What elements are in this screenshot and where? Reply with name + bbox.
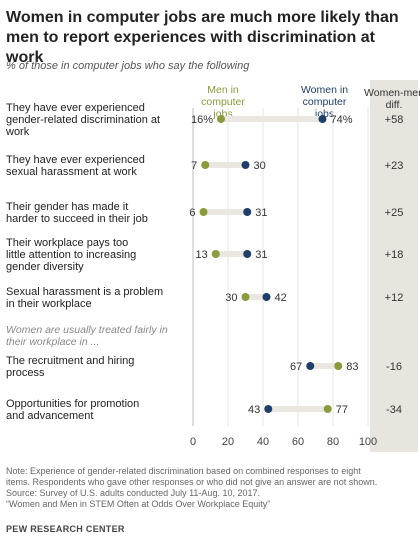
source-line: Source: Survey of U.S. adults conducted … [6, 488, 260, 498]
section-label: Women are usually treated fairly in their… [6, 324, 168, 348]
women-dot [318, 115, 327, 123]
row-label: Their gender has made it harder to succee… [6, 201, 148, 225]
chart-title: Women in computer jobs are much more lik… [6, 9, 399, 66]
x-tick-label: 40 [257, 436, 269, 448]
men-value-label: 77 [336, 404, 348, 416]
diff-value: +25 [385, 207, 404, 219]
men-dot [334, 362, 343, 370]
source-name: PEW RESEARCH CENTER [6, 524, 125, 534]
note-block: Note: Experience of gender-related discr… [6, 466, 418, 510]
legend-women: Women in computer jobs [301, 84, 348, 120]
diff-value: -34 [386, 404, 402, 416]
women-dot [241, 161, 250, 169]
row-label: The recruitment and hiring process [6, 355, 134, 379]
women-value-label: 31 [255, 207, 267, 219]
note-line: Note: Experience of gender-related discr… [6, 466, 361, 476]
women-value-label: 43 [248, 404, 260, 416]
women-dot [243, 250, 252, 258]
report-title-line: “Women and Men in STEM Often at Odds Ove… [6, 499, 271, 509]
men-dot [217, 115, 225, 123]
diff-value: +58 [385, 114, 404, 126]
women-dot [262, 293, 271, 301]
row-label: Their workplace pays too little attention… [6, 237, 136, 273]
row-label: Opportunities for promotion and advanceme… [6, 398, 139, 422]
legend-men: Men in computer jobs [201, 84, 245, 120]
men-dot [201, 161, 210, 169]
women-value-label: 42 [275, 292, 287, 304]
women-value-label: 74% [331, 114, 353, 126]
x-tick-label: 0 [190, 436, 196, 448]
x-tick-label: 20 [222, 436, 234, 448]
diff-value: +12 [385, 292, 404, 304]
men-dot [323, 405, 332, 413]
women-dot [306, 362, 315, 370]
men-value-label: 83 [346, 361, 358, 373]
diff-value: +23 [385, 160, 404, 172]
men-value-label: 7 [191, 160, 197, 172]
women-dot [264, 405, 273, 413]
note-line: items. Respondents who gave other respon… [6, 477, 378, 487]
dot-plot: Women-men diff. Men in computer jobs Women in… [5, 80, 420, 452]
women-value-label: 67 [290, 361, 302, 373]
x-tick-label: 60 [292, 436, 304, 448]
diff-value: -16 [386, 361, 402, 373]
row-label: They have ever experienced sexual harassm… [6, 154, 145, 178]
chart-subtitle: % of those in computer jobs who say the … [6, 60, 250, 72]
x-tick-label: 80 [327, 436, 339, 448]
women-value-label: 30 [254, 160, 266, 172]
women-dot [243, 208, 252, 216]
men-value-label: 16% [191, 114, 213, 126]
men-dot [199, 208, 208, 216]
row-label: They have ever experienced gender-related… [5, 102, 160, 138]
men-dot [241, 293, 250, 301]
men-value-label: 30 [225, 292, 237, 304]
men-value-label: 13 [196, 249, 208, 261]
diff-header: Women-men diff. [364, 87, 420, 111]
diff-value: +18 [385, 249, 404, 261]
row-label: Sexual harassment is a problem in their w… [6, 286, 163, 310]
women-value-label: 31 [255, 249, 267, 261]
diff-column-background [370, 80, 418, 452]
men-dot [211, 250, 220, 258]
x-tick-label: 100 [359, 436, 377, 448]
men-value-label: 6 [189, 207, 195, 219]
